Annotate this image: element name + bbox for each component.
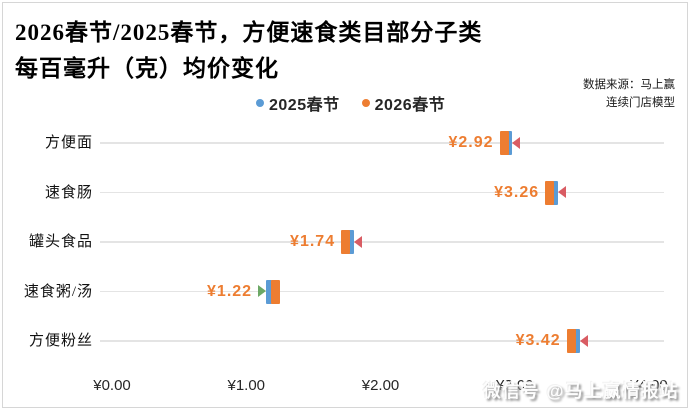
change-arrow-icon	[579, 334, 588, 347]
grid-line	[100, 241, 664, 243]
legend-dot-icon	[256, 99, 264, 107]
bar-2025	[552, 180, 559, 205]
watermark: 微信号 @马上赢情报站	[483, 381, 679, 401]
bar-2026	[341, 230, 351, 254]
grid-line	[100, 340, 664, 342]
data-source-note: 数据来源：马上赢 连续门店模型	[583, 76, 675, 112]
legend-label: 2025春节	[269, 97, 340, 114]
category-label: 速食肠	[44, 184, 93, 201]
grid-line	[100, 191, 664, 194]
category-label: 速食粥/汤	[23, 283, 93, 300]
change-arrow-icon	[258, 285, 267, 297]
legend-dot-icon	[361, 99, 370, 107]
category-label: 罐头食品	[28, 234, 93, 250]
x-tick-label: ¥0.00	[93, 377, 131, 394]
change-arrow-icon	[558, 186, 567, 198]
grid-line	[100, 290, 664, 293]
value-label: ¥3.42	[515, 332, 561, 349]
bar-2026	[499, 131, 509, 155]
category-label: 方便粉丝	[28, 333, 93, 349]
chart-card: 2026春节/2025春节，方便速食类目部分子类 每百毫升（克）均价变化 数据来…	[2, 2, 688, 408]
value-label: ¥1.22	[207, 282, 253, 300]
x-tick-label: ¥2.00	[361, 377, 400, 394]
change-arrow-icon	[353, 235, 362, 248]
bar-2025	[347, 230, 354, 254]
value-label: ¥1.74	[290, 233, 336, 250]
x-tick-label: ¥4.00	[630, 377, 668, 394]
grid-line	[100, 142, 664, 144]
bar-2026	[566, 329, 576, 353]
title-line-2: 每百毫升（克）均价变化	[15, 56, 279, 81]
value-label: ¥3.26	[494, 183, 540, 201]
bar-2026	[271, 279, 281, 304]
change-arrow-icon	[512, 136, 521, 149]
category-label: 方便面	[44, 135, 93, 151]
data-source-line-2: 连续门店模型	[606, 97, 675, 109]
legend-label: 2026春节	[374, 97, 446, 114]
legend-item: 2025春节	[256, 91, 340, 115]
bar-2026	[545, 180, 555, 205]
legend: 2025春节 2026春节	[256, 91, 445, 115]
data-source-line-1: 数据来源：马上赢	[583, 79, 675, 91]
bar-2025	[573, 329, 580, 353]
title-line-1: 2026春节/2025春节，方便速食类目部分子类	[15, 20, 483, 45]
chart-title: 2026春节/2025春节，方便速食类目部分子类 每百毫升（克）均价变化	[15, 15, 482, 87]
bar-2025	[266, 279, 273, 304]
bar-2025	[506, 131, 513, 155]
value-label: ¥2.92	[448, 134, 494, 151]
x-tick-label: ¥1.00	[227, 377, 266, 394]
legend-item: 2026春节	[361, 91, 446, 115]
x-tick-label: ¥3.00	[495, 377, 534, 394]
